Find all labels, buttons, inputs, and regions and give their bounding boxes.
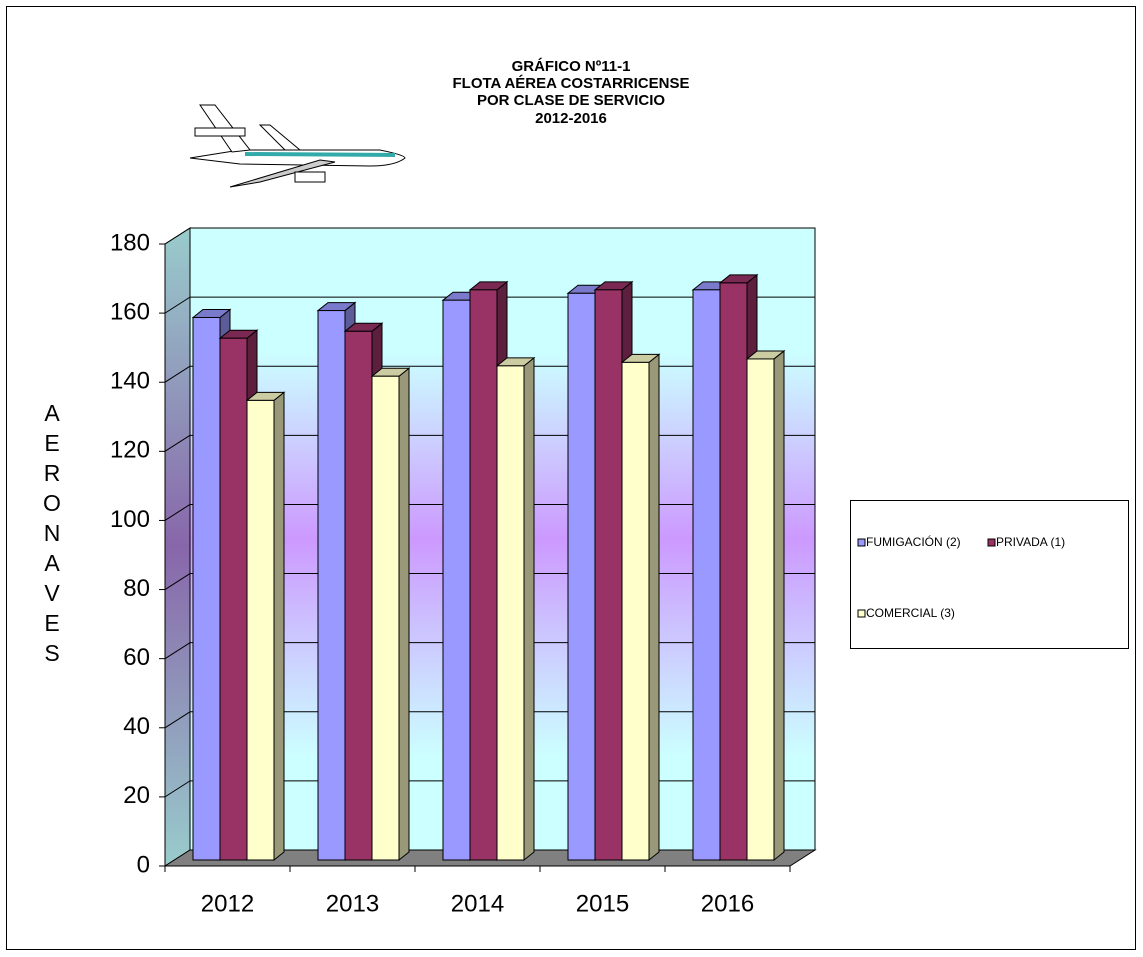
y-tick-label: 140 [110, 368, 150, 395]
bar [245, 391, 286, 862]
y-axis-label: AERONAVES [39, 400, 65, 670]
y-tick-label: 0 [137, 851, 150, 878]
bar-front [344, 330, 373, 861]
x-tick-label: 2012 [201, 890, 254, 917]
bar-front [746, 358, 775, 861]
bar [495, 356, 536, 862]
chart-title: GRÁFICO Nº11-1 [512, 58, 631, 75]
grid-line [164, 711, 191, 729]
bar-front [371, 375, 400, 861]
y-tick-label: 160 [110, 298, 150, 325]
bar-side [523, 356, 535, 862]
grid-line [164, 296, 191, 314]
bar [370, 367, 411, 862]
bar-side [648, 353, 660, 862]
grid-line [164, 780, 191, 798]
chart-title: FLOTA AÉREA COSTARRICENSE [453, 75, 690, 92]
bar-side [398, 367, 410, 862]
bar-front [567, 292, 596, 861]
legend [850, 500, 1129, 649]
side-wall [164, 227, 191, 867]
bar [745, 349, 786, 862]
chart-title: POR CLASE DE SERVICIO [477, 92, 665, 109]
x-tick-label: 2015 [576, 890, 629, 917]
bar-side [773, 349, 785, 862]
y-tick-label: 120 [110, 437, 150, 464]
airplane-icon [189, 104, 406, 188]
bar-front [621, 361, 650, 861]
bar-front [246, 399, 275, 861]
bar-front [219, 337, 248, 861]
frame [6, 6, 1136, 950]
bar-front [496, 365, 525, 861]
bar-side [273, 391, 285, 862]
legend-swatch [857, 609, 866, 618]
bar-front [469, 289, 498, 861]
grid-line [164, 227, 191, 245]
x-tick-label: 2013 [326, 890, 379, 917]
bar-front [719, 282, 748, 861]
grid-line [164, 642, 191, 660]
y-tick-label: 40 [123, 713, 150, 740]
grid-line [164, 365, 191, 383]
y-tick-label: 180 [110, 229, 150, 256]
chart-title: 2012-2016 [535, 110, 607, 127]
y-tick-label: 60 [123, 644, 150, 671]
grid-line [164, 573, 191, 590]
bar-front [594, 289, 623, 861]
legend-swatch [987, 538, 996, 547]
legend-label: FUMIGACIÓN (2) [866, 534, 961, 549]
y-tick-label: 100 [110, 506, 150, 533]
y-tick-label: 80 [123, 575, 150, 602]
legend-label: COMERCIAL (3) [866, 606, 955, 620]
bar-front [317, 310, 346, 861]
grid-line [164, 504, 191, 521]
bar [620, 353, 661, 862]
bar-front [192, 316, 221, 861]
grid-line [164, 434, 191, 452]
x-tick-label: 2016 [701, 890, 754, 917]
legend-swatch [857, 538, 866, 547]
y-tick-label: 20 [123, 782, 150, 809]
legend-label: PRIVADA (1) [996, 535, 1065, 549]
x-tick-label: 2014 [451, 890, 504, 917]
bar-front [692, 289, 721, 861]
bar-front [442, 299, 471, 861]
